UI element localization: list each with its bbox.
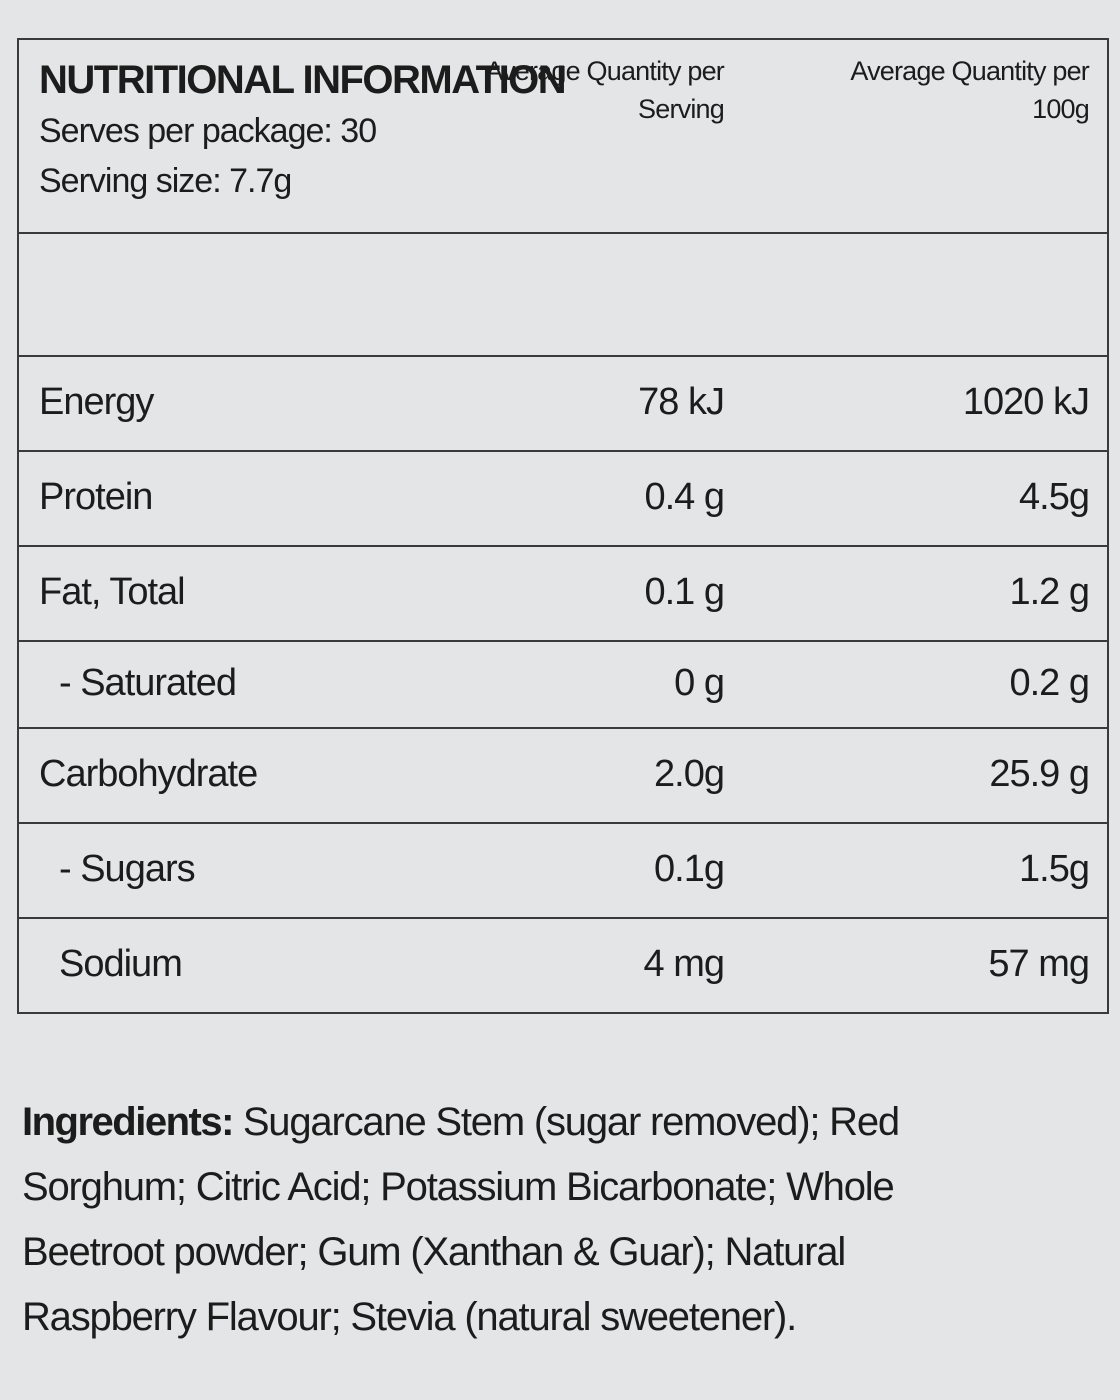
column-header: Average Quantity per Serving: [485, 56, 724, 124]
row-divider: [19, 355, 1107, 357]
nutrient-name: - Saturated: [59, 662, 237, 704]
nutrient-value: 0.2 g: [1009, 662, 1090, 704]
row-divider: [19, 917, 1107, 919]
nutrient-name: Sodium: [59, 943, 183, 985]
ingredients-label: Ingredients:: [22, 1100, 234, 1144]
nutrient-value: 1.5g: [1019, 848, 1090, 890]
divider: [19, 232, 1107, 234]
panel-title: NUTRITIONAL INFORMATION: [39, 58, 567, 102]
row-divider: [19, 545, 1107, 547]
nutrient-value: 2.0g: [654, 753, 725, 795]
nutrient-name: Energy: [39, 381, 154, 423]
row-divider: [19, 640, 1107, 642]
row-divider: [19, 450, 1107, 452]
nutrient-value: 78 kJ: [638, 381, 725, 423]
nutrient-name: - Sugars: [59, 848, 196, 890]
nutrient-value: 1.2 g: [1009, 571, 1090, 613]
serving-size: Serving size: 7.7g: [39, 162, 292, 200]
nutrient-value: 0 g: [674, 662, 725, 704]
nutrient-value: 0.1 g: [644, 571, 725, 613]
nutrient-value: 4 mg: [643, 943, 725, 985]
nutrient-name: Fat, Total: [39, 571, 186, 613]
ingredients: Ingredients: Sugarcane Stem (sugar remov…: [22, 1090, 1022, 1350]
column-header: Average Quantity per 100g: [850, 56, 1089, 124]
row-divider: [19, 727, 1107, 729]
nutrient-value: 0.1g: [654, 848, 725, 890]
nutrient-value: 57 mg: [988, 943, 1090, 985]
nutrition-panel: NUTRITIONAL INFORMATION Serves per packa…: [17, 38, 1109, 1014]
nutrient-name: Protein: [39, 476, 153, 518]
nutrient-value: 25.9 g: [989, 753, 1090, 795]
nutrient-value: 4.5g: [1019, 476, 1090, 518]
nutrient-name: Carbohydrate: [39, 753, 258, 795]
ingredients-text: Sugarcane Stem (sugar removed); Red Sorg…: [22, 1100, 900, 1339]
row-divider: [19, 822, 1107, 824]
nutrient-value: 1020 kJ: [962, 381, 1090, 423]
nutrient-value: 0.4 g: [644, 476, 725, 518]
serves: Serves per package: 30: [39, 112, 377, 150]
